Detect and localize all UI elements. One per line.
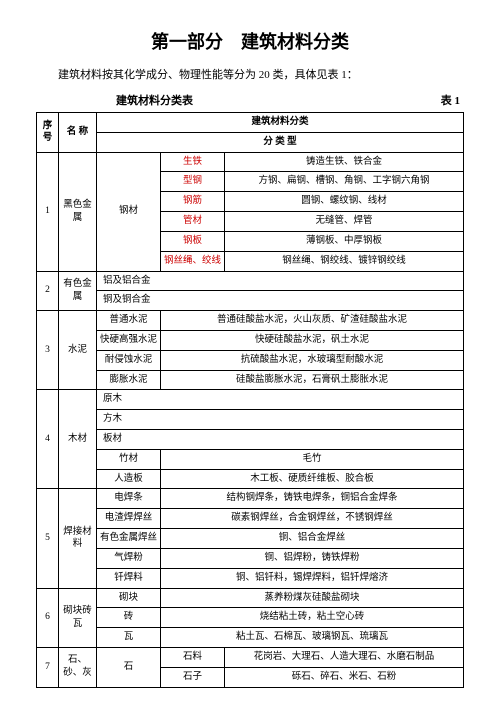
table-row: 钎焊料铜、铝钎料，锡焊焊料，铝钎焊熔济 — [37, 568, 464, 588]
cell: 抗硫酸盐水泥，水玻璃型耐酸水泥 — [161, 350, 464, 370]
cell-num: 7 — [37, 647, 59, 687]
intro-text: 建筑材料按其化学成分、物理性能等分为 20 类，具体见表 1： — [36, 66, 464, 82]
cell: 砌块 — [97, 588, 161, 608]
cell-cat: 水泥 — [59, 311, 97, 390]
table-row: 电渣焊焊丝碳素钢焊丝，合金钢焊丝，不锈钢焊丝 — [37, 509, 464, 529]
cell: 铝及铝合金 — [97, 271, 464, 291]
cell-cat: 石、砂、灰 — [59, 647, 97, 687]
cell: 木工板、硬质纤维板、胶合板 — [161, 469, 464, 489]
cell: 气焊粉 — [97, 548, 161, 568]
cell-num: 4 — [37, 390, 59, 489]
cell: 石 — [97, 647, 161, 687]
col-name-header: 名 称 — [59, 113, 97, 153]
cell: 粘土瓦、石棉瓦、玻璃钢瓦、琉璃瓦 — [161, 628, 464, 648]
cell: 膨胀水泥 — [97, 370, 161, 390]
header-row-1: 序号 名 称 建筑材料分类 — [37, 113, 464, 133]
cell: 快硬硅酸盐水泥，矾土水泥 — [161, 330, 464, 350]
cell: 原木 — [97, 390, 464, 410]
col-num-header: 序号 — [37, 113, 59, 153]
cell: 电渣焊焊丝 — [97, 509, 161, 529]
cell-cat: 砌块砖瓦 — [59, 588, 97, 647]
cell: 竹材 — [97, 449, 161, 469]
cell-cat: 黑色金属 — [59, 152, 97, 271]
table-row: 5 焊接材料 电焊条 结构钢焊条，铸铁电焊条，铜铝合金焊条 — [37, 489, 464, 509]
cell-num: 5 — [37, 489, 59, 588]
cell: 钢筋 — [161, 192, 225, 212]
header-row-2: 分 类 型 — [37, 132, 464, 152]
cell-cat: 有色金属 — [59, 271, 97, 311]
table-row: 方木 — [37, 410, 464, 430]
cell: 硅酸盐膨胀水泥，石膏矾土膨胀水泥 — [161, 370, 464, 390]
cell: 花岗岩、大理石、人造大理石、水磨石制品 — [225, 647, 464, 667]
cell: 板材 — [97, 430, 464, 450]
cell: 石子 — [161, 667, 225, 687]
cell: 铜、铝钎料，锡焊焊料，铝钎焊熔济 — [161, 568, 464, 588]
cell: 快硬高强水泥 — [97, 330, 161, 350]
cell: 铸造生铁、铁合金 — [225, 152, 464, 172]
cell: 铜、铝合金焊丝 — [161, 529, 464, 549]
page-title: 第一部分 建筑材料分类 — [36, 28, 464, 54]
cell: 蒸养粉煤灰硅酸盐砌块 — [161, 588, 464, 608]
cell-sub: 钢材 — [97, 152, 161, 271]
cell: 烧结粘土砖，粘土空心砖 — [161, 608, 464, 628]
cell: 生铁 — [161, 152, 225, 172]
cell: 有色金属焊丝 — [97, 529, 161, 549]
cell: 普通硅酸盐水泥，火山灰质、矿渣硅酸盐水泥 — [161, 311, 464, 331]
cell: 人造板 — [97, 469, 161, 489]
cell: 碳素钢焊丝，合金钢焊丝，不锈钢焊丝 — [161, 509, 464, 529]
cell: 铜、铝焊粉，铸铁焊粉 — [161, 548, 464, 568]
table-row: 砖烧结粘土砖，粘土空心砖 — [37, 608, 464, 628]
cell: 圆钢、螺纹钢、线材 — [225, 192, 464, 212]
cell: 薄钢板、中厚钢板 — [225, 231, 464, 251]
cell: 耐侵蚀水泥 — [97, 350, 161, 370]
cell-num: 2 — [37, 271, 59, 311]
table-row: 4 木材 原木 — [37, 390, 464, 410]
table-row: 3 水泥 普通水泥 普通硅酸盐水泥，火山灰质、矿渣硅酸盐水泥 — [37, 311, 464, 331]
cell: 无缝管、焊管 — [225, 212, 464, 232]
cell: 钢板 — [161, 231, 225, 251]
table-row: 快硬高强水泥 快硬硅酸盐水泥，矾土水泥 — [37, 330, 464, 350]
cell-cat: 木材 — [59, 390, 97, 489]
cell: 钢丝绳、绞线 — [161, 251, 225, 271]
table-row: 耐侵蚀水泥 抗硫酸盐水泥，水玻璃型耐酸水泥 — [37, 350, 464, 370]
cell: 砾石、碎石、米石、石粉 — [225, 667, 464, 687]
cell: 电焊条 — [97, 489, 161, 509]
table-row: 1 黑色金属 钢材 生铁 铸造生铁、铁合金 — [37, 152, 464, 172]
table-row: 瓦粘土瓦、石棉瓦、玻璃钢瓦、琉璃瓦 — [37, 628, 464, 648]
cell: 管材 — [161, 212, 225, 232]
table-title: 建筑材料分类表 — [116, 92, 193, 108]
cell: 铜及铜合金 — [97, 291, 464, 311]
table-row: 膨胀水泥 硅酸盐膨胀水泥，石膏矾土膨胀水泥 — [37, 370, 464, 390]
table-title-row: 建筑材料分类表 表 1 — [116, 92, 460, 108]
cell-cat: 焊接材料 — [59, 489, 97, 588]
cell: 结构钢焊条，铸铁电焊条，铜铝合金焊条 — [161, 489, 464, 509]
table-row: 7 石、砂、灰 石 石料 花岗岩、大理石、人造大理石、水磨石制品 — [37, 647, 464, 667]
col-type-sub: 分 类 型 — [97, 132, 464, 152]
cell-num: 3 — [37, 311, 59, 390]
cell: 砖 — [97, 608, 161, 628]
table-row: 6 砌块砖瓦 砌块 蒸养粉煤灰硅酸盐砌块 — [37, 588, 464, 608]
cell: 石料 — [161, 647, 225, 667]
cell: 钎焊料 — [97, 568, 161, 588]
table-row: 气焊粉铜、铝焊粉，铸铁焊粉 — [37, 548, 464, 568]
table-row: 人造板 木工板、硬质纤维板、胶合板 — [37, 469, 464, 489]
materials-table: 序号 名 称 建筑材料分类 分 类 型 1 黑色金属 钢材 生铁 铸造生铁、铁合… — [36, 112, 464, 688]
table-row: 铜及铜合金 — [37, 291, 464, 311]
cell-num: 6 — [37, 588, 59, 647]
cell-num: 1 — [37, 152, 59, 271]
cell: 方木 — [97, 410, 464, 430]
table-row: 板材 — [37, 430, 464, 450]
cell: 方钢、扁钢、槽钢、角钢、工字钢六角钢 — [225, 172, 464, 192]
col-type-header: 建筑材料分类 — [97, 113, 464, 133]
cell: 普通水泥 — [97, 311, 161, 331]
table-number: 表 1 — [441, 92, 460, 108]
cell: 瓦 — [97, 628, 161, 648]
table-row: 竹材 毛竹 — [37, 449, 464, 469]
table-row: 有色金属焊丝铜、铝合金焊丝 — [37, 529, 464, 549]
cell: 毛竹 — [161, 449, 464, 469]
cell: 型钢 — [161, 172, 225, 192]
cell: 钢丝绳、钢绞线、镀锌钢绞线 — [225, 251, 464, 271]
table-row: 2 有色金属 铝及铝合金 — [37, 271, 464, 291]
